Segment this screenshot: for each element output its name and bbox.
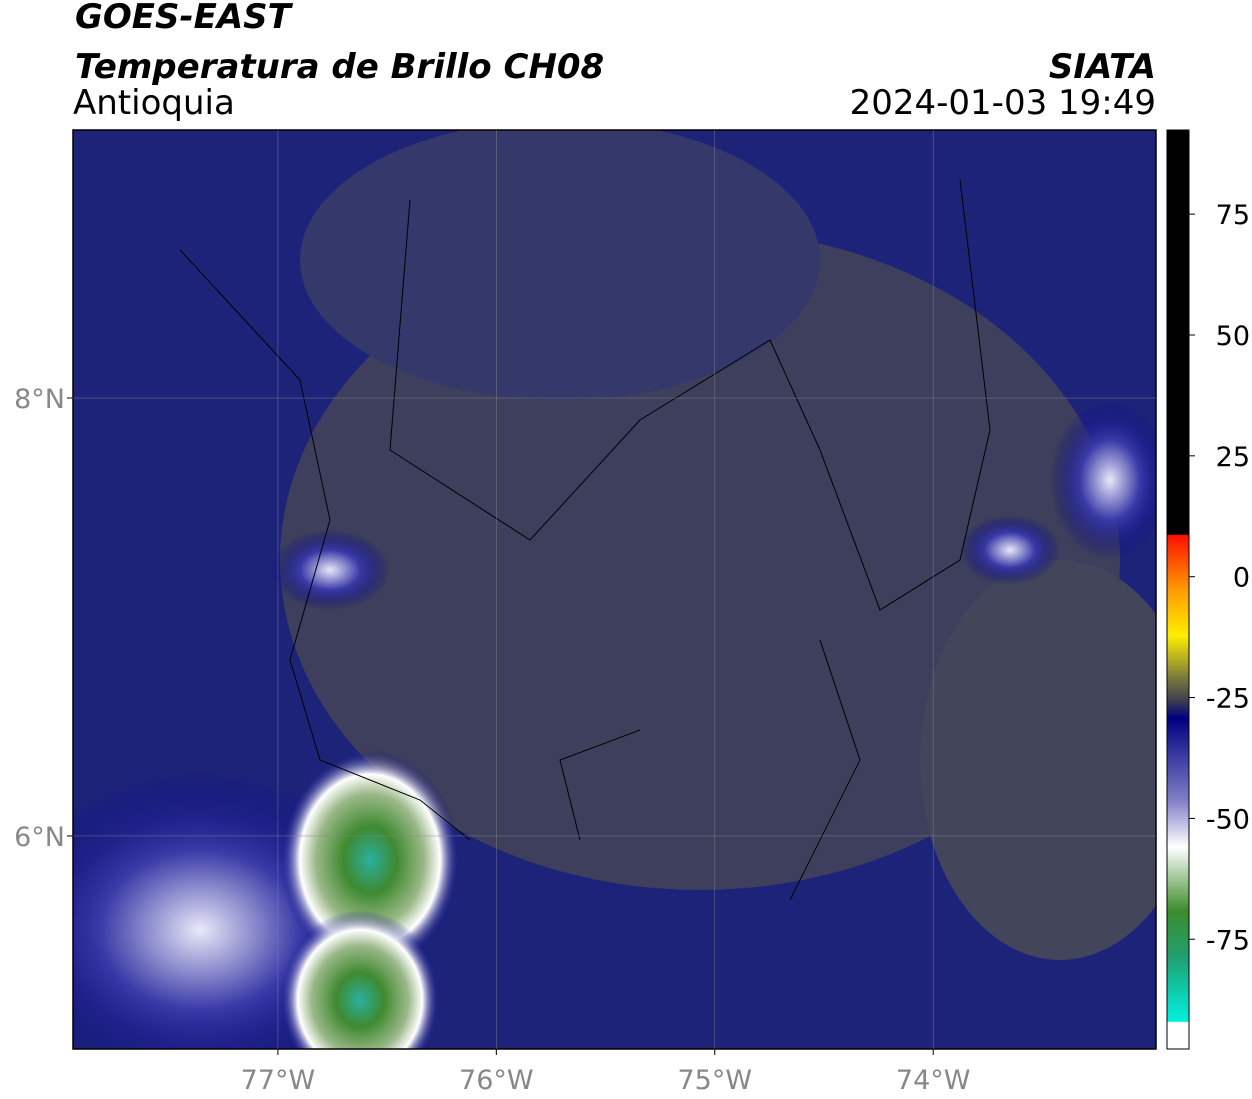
x-tick-label: 75°W <box>677 1065 752 1096</box>
map-image <box>73 130 1156 1049</box>
colorbar-tick-label: -25 <box>1206 684 1250 715</box>
source: SIATA <box>1049 47 1156 87</box>
map-frame <box>72 129 1157 1050</box>
y-tick-label: 8°N <box>14 384 65 415</box>
x-tick-label: 76°W <box>459 1065 534 1096</box>
y-tick-label: 6°N <box>14 822 65 853</box>
x-tick-label: 77°W <box>241 1065 316 1096</box>
region: Antioquia <box>73 83 235 123</box>
colorbar-tick-label: -50 <box>1206 804 1250 835</box>
colorbar-tick-label: 75 <box>1216 200 1250 231</box>
x-tick-label: 74°W <box>896 1065 971 1096</box>
colorbar-tick-label: 0 <box>1233 563 1250 594</box>
subtitle: Temperatura de Brillo CH08 <box>75 47 604 87</box>
colorbar-tick-label: -75 <box>1206 925 1250 956</box>
title: GOES-EAST <box>75 0 294 37</box>
colorbar-tick-label: 50 <box>1216 321 1250 352</box>
colorbar <box>1166 129 1190 1050</box>
colorbar-tick-label: 25 <box>1216 442 1250 473</box>
datetime: 2024-01-03 19:49 <box>850 83 1156 123</box>
